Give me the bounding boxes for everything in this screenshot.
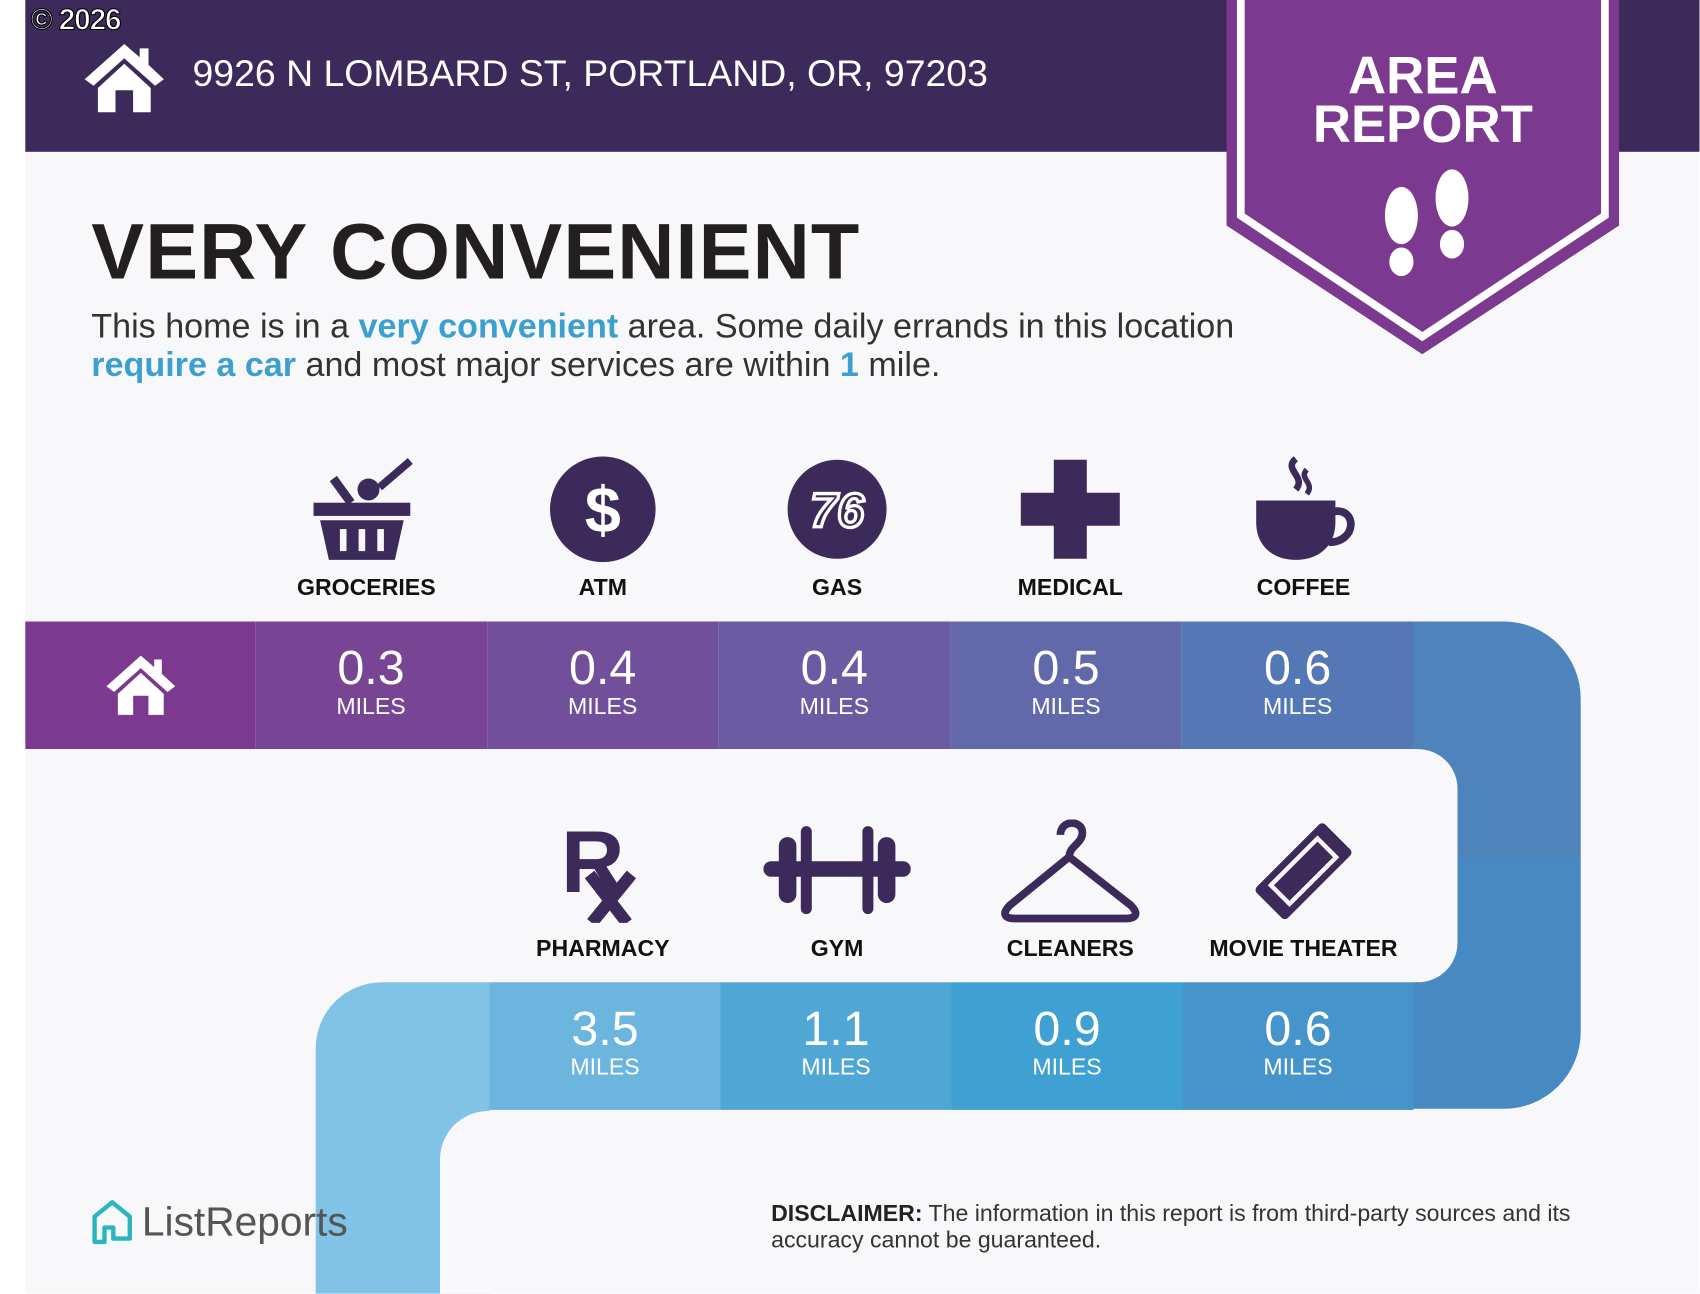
badge-title: AREA REPORT <box>1227 47 1620 154</box>
grocery-basket-icon <box>313 457 413 560</box>
distance-value: 0.4 <box>569 641 637 696</box>
desc-text: This home is in a <box>91 306 359 346</box>
badge-line-2: REPORT <box>1312 95 1533 154</box>
medical-cross-icon <box>1020 459 1120 559</box>
badge-line-1: AREA <box>1348 47 1498 106</box>
category-label: MEDICAL <box>1017 575 1123 601</box>
desc-text: area. Some daily errands in this locatio… <box>618 306 1235 346</box>
svg-text:76: 76 <box>810 484 865 538</box>
distance-unit: MILES <box>568 694 638 720</box>
disclaimer-text: The information in this report is from t… <box>771 1201 1571 1253</box>
category-pharmacy: R PHARMACY <box>493 820 713 963</box>
distance-segment: 0.3 MILES <box>255 621 487 750</box>
distance-unit: MILES <box>570 1054 640 1081</box>
distance-value: 0.3 <box>337 641 405 696</box>
category-groceries: GROCERIES <box>256 457 476 602</box>
distance-segment: 0.4 MILES <box>718 621 951 750</box>
distance-segment: 0.6 MILES <box>1181 621 1414 750</box>
listreports-logo: ListReports <box>91 1199 348 1245</box>
desc-highlight: 1 <box>839 345 859 384</box>
desc-text: mile. <box>858 345 941 384</box>
category-cleaners: CLEANERS <box>960 819 1180 963</box>
svg-text:$: $ <box>585 473 621 546</box>
distance-unit: MILES <box>799 694 869 720</box>
distance-segment: 1.1 MILES <box>720 982 952 1110</box>
desc-text: and most major services are within <box>296 345 840 384</box>
rating-description: This home is in a very convenient area. … <box>91 307 1246 384</box>
coffee-cup-icon <box>1256 456 1355 560</box>
copyright: © 2026 <box>30 3 122 37</box>
listreports-logo-icon <box>92 1200 133 1245</box>
distance-value: 0.5 <box>1032 641 1100 696</box>
distance-unit: MILES <box>1032 1054 1102 1081</box>
category-gym: GYM <box>727 820 947 963</box>
distance-segment: 0.6 MILES <box>1182 982 1414 1110</box>
distance-unit: MILES <box>801 1054 871 1081</box>
distance-unit: MILES <box>1263 1054 1333 1081</box>
hanger-icon <box>1001 819 1140 923</box>
distance-segment: 0.5 MILES <box>950 621 1182 750</box>
distance-unit: MILES <box>336 694 406 720</box>
middle-panel <box>25 749 1458 983</box>
category-label: GROCERIES <box>296 575 436 601</box>
disclaimer: DISCLAIMER: The information in this repo… <box>771 1201 1651 1254</box>
bottom-distance-bar: 3.5 MILES 1.1 MILES 0.9 MILES 0.6 MILES <box>489 982 1414 1110</box>
top-distance-bar: 0.3 MILES 0.4 MILES 0.4 MILES 0.5 MILES 0.6 MILES <box>25 621 1414 750</box>
distance-segment: 0.4 MILES <box>486 621 719 750</box>
area-report-badge <box>1226 0 1620 355</box>
distance-value: 0.6 <box>1263 641 1332 696</box>
category-gas: 76 GAS <box>727 457 947 602</box>
distance-unit: MILES <box>1262 694 1333 720</box>
rx-icon: R <box>561 820 637 923</box>
category-label: CLEANERS <box>1006 936 1134 962</box>
category-medical: MEDICAL <box>960 457 1180 602</box>
home-segment <box>25 621 256 750</box>
footprints-icon <box>1384 169 1469 277</box>
category-label: MOVIE THEATER <box>1209 936 1398 962</box>
distance-unit: MILES <box>1031 694 1101 720</box>
category-label: COFFEE <box>1256 575 1351 601</box>
desc-highlight: require a car <box>91 345 297 384</box>
distance-value: 1.1 <box>802 1002 870 1056</box>
category-coffee: COFFEE <box>1194 456 1414 602</box>
category-label: GAS <box>812 575 863 601</box>
category-movie-theater: MOVIE THEATER <box>1194 820 1414 963</box>
disclaimer-label: DISCLAIMER: <box>771 1201 923 1227</box>
distance-value: 3.5 <box>571 1002 639 1056</box>
dollar-icon: $ <box>550 456 656 563</box>
distance-segment: 0.9 MILES <box>951 982 1183 1110</box>
ticket-icon <box>1255 823 1352 920</box>
category-label: ATM <box>578 575 627 601</box>
dumbbell-icon <box>763 826 911 915</box>
footer-panel <box>440 1111 1700 1294</box>
property-address: 9926 N LOMBARD ST, PORTLAND, OR, 97203 <box>192 52 988 95</box>
distance-value: 0.4 <box>800 641 868 696</box>
house-icon <box>105 655 175 715</box>
distance-value: 0.9 <box>1033 1002 1101 1056</box>
distance-value: 0.6 <box>1264 1002 1332 1056</box>
gas-76-icon: 76 <box>787 459 887 559</box>
category-label: PHARMACY <box>536 936 670 962</box>
category-label: GYM <box>810 936 864 962</box>
desc-highlight: very convenient <box>358 306 619 346</box>
house-icon <box>84 44 164 113</box>
distance-segment: 3.5 MILES <box>489 982 721 1110</box>
rating-title: VERY CONVENIENT <box>91 207 861 296</box>
brand-name: ListReports <box>141 1199 348 1245</box>
category-atm: $ ATM <box>493 456 713 602</box>
